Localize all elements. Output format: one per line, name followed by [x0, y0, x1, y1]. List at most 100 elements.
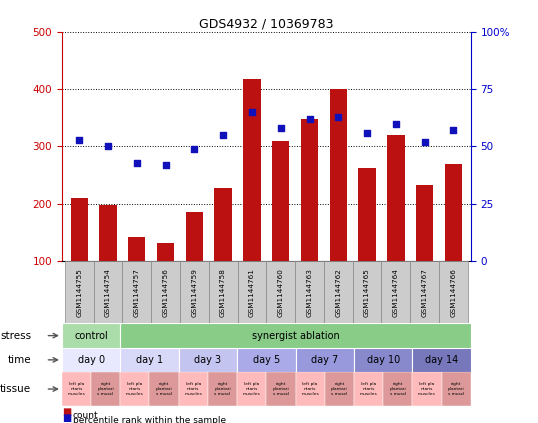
- Text: GSM1144757: GSM1144757: [134, 268, 140, 317]
- Bar: [237, 261, 266, 324]
- Text: GSM1144763: GSM1144763: [307, 268, 313, 317]
- Text: day 3: day 3: [194, 355, 222, 365]
- Point: [190, 146, 199, 152]
- Bar: [442, 372, 471, 406]
- Bar: [62, 372, 91, 406]
- Bar: [412, 348, 471, 372]
- Text: right
plantari
s muscl: right plantari s muscl: [331, 382, 348, 396]
- Text: left pla
ntaris
muscles: left pla ntaris muscles: [360, 382, 377, 396]
- Bar: [208, 372, 237, 406]
- Point: [104, 143, 112, 150]
- Text: left pla
ntaris
muscles: left pla ntaris muscles: [418, 382, 436, 396]
- Bar: [243, 79, 260, 261]
- Text: right
plantari
s muscl: right plantari s muscl: [273, 382, 289, 396]
- Point: [392, 120, 400, 127]
- Text: right
plantari
s muscl: right plantari s muscl: [390, 382, 406, 396]
- Text: GSM1144758: GSM1144758: [220, 268, 226, 317]
- Bar: [70, 198, 88, 261]
- Bar: [354, 348, 412, 372]
- Text: GSM1144754: GSM1144754: [105, 268, 111, 317]
- Bar: [358, 168, 376, 261]
- Bar: [209, 261, 237, 324]
- Text: percentile rank within the sample: percentile rank within the sample: [73, 416, 226, 423]
- Bar: [324, 261, 353, 324]
- Text: GSM1144764: GSM1144764: [393, 268, 399, 317]
- Point: [277, 125, 285, 132]
- Point: [420, 138, 429, 145]
- Text: day 7: day 7: [311, 355, 338, 365]
- Bar: [179, 348, 237, 372]
- Bar: [412, 372, 442, 406]
- Bar: [186, 212, 203, 261]
- Text: day 1: day 1: [136, 355, 163, 365]
- Text: left pla
ntaris
muscles: left pla ntaris muscles: [185, 382, 202, 396]
- Bar: [353, 261, 381, 324]
- Point: [247, 109, 256, 115]
- Text: GSM1144762: GSM1144762: [335, 268, 341, 317]
- Text: time: time: [8, 355, 31, 365]
- Text: left pla
ntaris
muscles: left pla ntaris muscles: [68, 382, 86, 396]
- Text: right
plantari
s muscl: right plantari s muscl: [448, 382, 464, 396]
- Text: ■: ■: [62, 407, 71, 418]
- Bar: [62, 324, 121, 348]
- Bar: [354, 372, 383, 406]
- Bar: [91, 372, 121, 406]
- Text: day 0: day 0: [77, 355, 104, 365]
- Title: GDS4932 / 10369783: GDS4932 / 10369783: [199, 18, 334, 30]
- Text: day 10: day 10: [366, 355, 400, 365]
- Bar: [295, 348, 354, 372]
- Bar: [121, 372, 150, 406]
- Text: tissue: tissue: [0, 384, 31, 394]
- Point: [132, 159, 141, 166]
- Point: [334, 113, 343, 120]
- Bar: [295, 261, 324, 324]
- Bar: [237, 348, 295, 372]
- Text: right
plantari
s muscl: right plantari s muscl: [97, 382, 114, 396]
- Bar: [266, 261, 295, 324]
- Bar: [301, 119, 318, 261]
- Bar: [215, 188, 232, 261]
- Bar: [330, 89, 347, 261]
- Bar: [180, 261, 209, 324]
- Bar: [387, 135, 405, 261]
- Text: day 14: day 14: [425, 355, 458, 365]
- Bar: [122, 261, 151, 324]
- Bar: [94, 261, 122, 324]
- Text: GSM1144766: GSM1144766: [450, 268, 456, 317]
- Bar: [100, 205, 117, 261]
- Bar: [439, 261, 468, 324]
- Text: right
plantari
s muscl: right plantari s muscl: [214, 382, 231, 396]
- Bar: [381, 261, 410, 324]
- Text: GSM1144761: GSM1144761: [249, 268, 255, 317]
- Text: synergist ablation: synergist ablation: [252, 331, 339, 341]
- Text: day 5: day 5: [253, 355, 280, 365]
- Text: control: control: [74, 331, 108, 341]
- Text: stress: stress: [0, 331, 31, 341]
- Bar: [121, 348, 179, 372]
- Text: GSM1144765: GSM1144765: [364, 268, 370, 317]
- Text: GSM1144759: GSM1144759: [192, 268, 197, 317]
- Text: right
plantari
s muscl: right plantari s muscl: [155, 382, 173, 396]
- Bar: [179, 372, 208, 406]
- Bar: [410, 261, 439, 324]
- Bar: [150, 372, 179, 406]
- Point: [219, 132, 228, 138]
- Text: ■: ■: [62, 413, 71, 423]
- Bar: [151, 261, 180, 324]
- Bar: [266, 372, 295, 406]
- Bar: [272, 141, 289, 261]
- Bar: [128, 236, 145, 261]
- Bar: [295, 372, 325, 406]
- Bar: [157, 243, 174, 261]
- Point: [363, 129, 371, 136]
- Bar: [62, 348, 121, 372]
- Text: left pla
ntaris
muscles: left pla ntaris muscles: [243, 382, 260, 396]
- Point: [75, 136, 83, 143]
- Text: left pla
ntaris
muscles: left pla ntaris muscles: [301, 382, 319, 396]
- Text: count: count: [73, 411, 98, 420]
- Text: GSM1144755: GSM1144755: [76, 268, 82, 317]
- Bar: [416, 185, 433, 261]
- Point: [449, 127, 458, 134]
- Bar: [65, 261, 94, 324]
- Text: GSM1144756: GSM1144756: [162, 268, 168, 317]
